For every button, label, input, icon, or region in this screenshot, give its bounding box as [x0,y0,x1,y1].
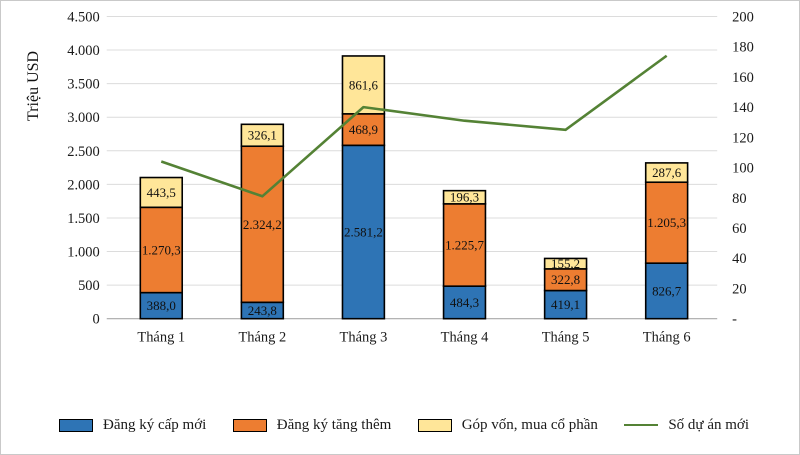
bar-label-dang-ky-cap-moi-thang-5: 419,1 [551,297,580,312]
legend-item-dang-ky-cap-moi: Đăng ký cấp mới [59,417,206,434]
right-axis-tick: 200 [732,9,754,25]
bar-dang-ky-tang-them-thang-4 [442,203,487,287]
right-axis-tick: 20 [732,281,746,297]
bar-label-dang-ky-tang-them-thang-2: 2.324,2 [243,217,282,232]
left-axis-tick: 3.000 [67,110,100,126]
bar-label-dang-ky-cap-moi-thang-3: 2.581,2 [344,225,383,240]
bar-label-gop-von-mua-co-phan-thang-2: 326,1 [248,128,277,143]
bar-dang-ky-cap-moi-thang-5 [543,289,588,320]
bar-label-dang-ky-cap-moi-thang-4: 484,3 [450,295,479,310]
bar-dang-ky-tang-them-thang-1 [139,206,184,294]
right-axis-tick: 40 [732,251,746,267]
bar-gop-von-mua-co-phan-thang-5 [543,257,588,270]
bar-label-gop-von-mua-co-phan-thang-4: 196,3 [450,190,479,205]
bar-dang-ky-tang-them-thang-6 [644,181,689,264]
right-axis-tick: 100 [732,161,754,177]
left-axis-tick: 3.500 [67,77,100,93]
bar-dang-ky-cap-moi-thang-6 [644,262,689,320]
bar-label-gop-von-mua-co-phan-thang-5: 155,2 [551,256,580,271]
left-axis-tick: 500 [78,278,100,294]
right-axis-tick: - [732,312,737,328]
bar-label-dang-ky-tang-them-thang-6: 1.205,3 [647,215,686,230]
bar-label-gop-von-mua-co-phan-thang-3: 861,6 [349,77,379,92]
bar-label-dang-ky-tang-them-thang-5: 322,8 [551,272,580,287]
bar-label-gop-von-mua-co-phan-thang-6: 287,6 [652,165,682,180]
bar-label-dang-ky-cap-moi-thang-2: 243,8 [248,303,277,318]
left-axis-tick: 4.000 [67,43,100,59]
right-axis-tick: 140 [732,100,754,116]
legend-label-gop-von-mua-co-phan: Góp vốn, mua cổ phần [461,416,598,433]
left-axis-tick: 1.000 [67,245,100,261]
legend-label-so-du-an-moi: Số dự án mới [668,416,749,433]
left-axis-tick: 4.500 [67,9,100,25]
legend-swatch-dang-ky-cap-moi [59,418,93,432]
left-axis-tick: 0 [93,312,100,328]
bar-dang-ky-cap-moi-thang-4 [442,285,487,320]
bar-label-dang-ky-tang-them-thang-1: 1.270,3 [142,242,181,257]
right-axis-tick: 120 [732,130,754,146]
right-axis-tick: 180 [732,40,754,56]
bar-label-gop-von-mua-co-phan-thang-1: 443,5 [147,185,176,200]
legend-item-dang-ky-tang-them: Đăng ký tăng thêm [232,416,392,434]
legend-item-so-du-an-moi: Số dự án mới [624,417,749,434]
bar-dang-ky-cap-moi-thang-3 [341,144,386,320]
right-axis-tick: 80 [732,191,746,207]
x-axis-label: Tháng 3 [340,330,388,346]
bar-gop-von-mua-co-phan-thang-3 [341,55,386,115]
bar-dang-ky-tang-them-thang-2 [240,145,285,304]
legend-swatch-dang-ky-tang-them [232,418,267,432]
x-axis-label: Tháng 4 [441,330,489,346]
x-axis-label: Tháng 2 [238,330,286,346]
legend-swatch-so-du-an-moi [624,424,659,426]
x-axis-label: Tháng 5 [542,330,590,346]
legend-label-dang-ky-tang-them: Đăng ký tăng thêm [276,416,392,433]
bar-gop-von-mua-co-phan-thang-4 [442,189,487,205]
bar-gop-von-mua-co-phan-thang-2 [240,123,285,148]
legend: Đăng ký cấp mới Đăng ký tăng thêm Góp vốn,… [59,411,749,439]
bar-label-dang-ky-cap-moi-thang-6: 826,7 [652,283,682,298]
left-axis-tick: 1.500 [67,211,100,227]
line-so-du-an-moi [160,54,668,198]
right-axis-tick: 60 [732,221,746,237]
left-axis-tick: 2.000 [67,177,100,193]
x-axis-label: Tháng 6 [643,330,691,346]
bar-label-dang-ky-cap-moi-thang-1: 388,0 [147,298,176,313]
y-axis-title: Triệu USD [25,50,42,121]
right-axis-tick: 160 [732,70,754,86]
bar-gop-von-mua-co-phan-thang-6 [644,162,689,184]
left-axis-tick: 2.500 [67,144,100,160]
bar-gop-von-mua-co-phan-thang-1 [139,176,184,209]
combo-chart: 0 500 1.000 1.500 2.000 2.500 3.000 3.500 4.000 4… [67,9,754,346]
bar-label-dang-ky-tang-them-thang-4: 1.225,7 [445,237,484,252]
x-axis-label: Tháng 1 [137,330,185,346]
legend-swatch-gop-von-mua-co-phan [417,418,452,432]
bar-label-dang-ky-tang-them-thang-3: 468,9 [349,122,378,137]
legend-item-gop-von-mua-co-phan: Góp vốn, mua cổ phần [417,416,598,434]
legend-label-dang-ky-cap-moi: Đăng ký cấp mới [103,416,207,433]
